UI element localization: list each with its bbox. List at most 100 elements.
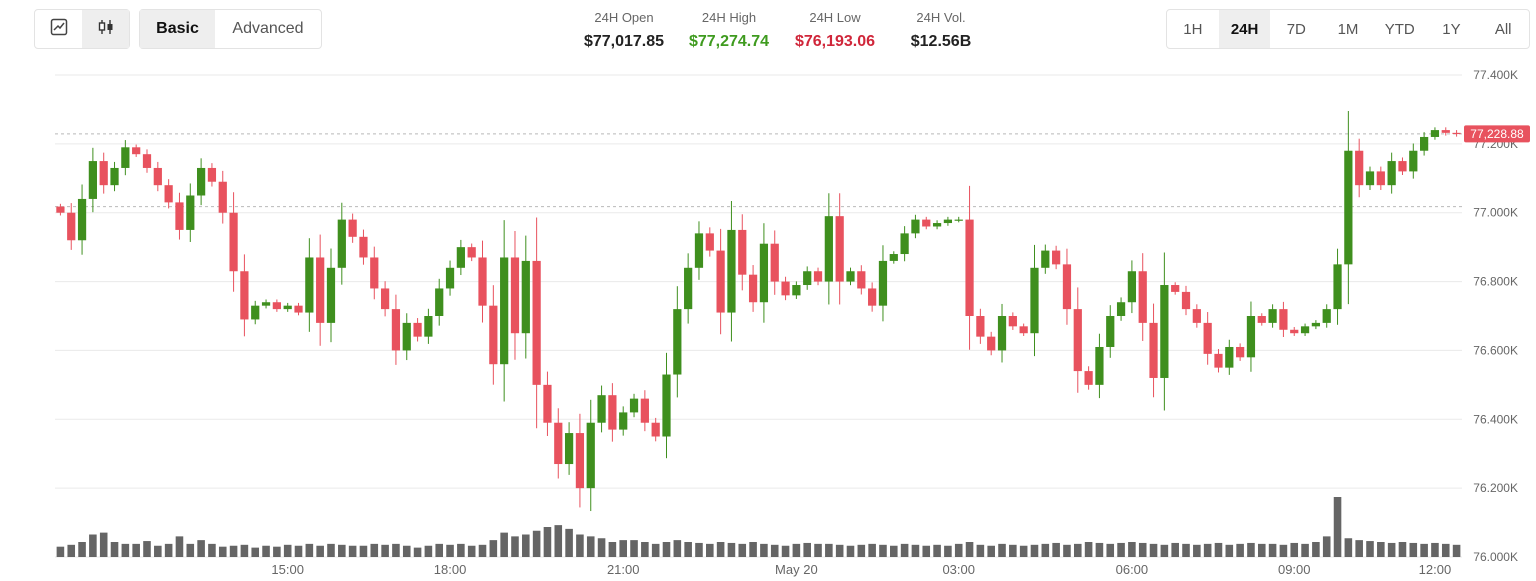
volume-bar [1333, 497, 1342, 557]
candle-body [900, 233, 909, 255]
volume-bar [1041, 543, 1050, 557]
candle-body [510, 257, 520, 334]
candle-body [878, 260, 888, 306]
stat-24h-open: 24H Open $77,017.85 [582, 10, 666, 51]
volume-bar [825, 543, 833, 557]
volume-bar [554, 525, 563, 557]
advanced-mode-button[interactable]: Advanced [232, 20, 304, 37]
volume-bar [121, 543, 130, 557]
volume-bar [402, 545, 411, 557]
volume-bar [154, 545, 162, 557]
candle-body [1387, 161, 1396, 186]
candle-body [759, 243, 769, 303]
candle-body [770, 243, 779, 282]
candle-body [56, 206, 65, 213]
range-1h-button[interactable]: 1H [1183, 20, 1203, 38]
range-1m-button[interactable]: 1M [1337, 20, 1359, 38]
stat-value: $76,193.06 [794, 33, 876, 50]
volume-bar [1030, 544, 1039, 557]
candle-body [251, 305, 260, 320]
candle-body [478, 257, 487, 306]
candle-body [359, 236, 368, 258]
volume-bar [890, 545, 898, 557]
candle-body [781, 281, 790, 296]
line-chart-button[interactable] [35, 10, 82, 48]
volume-bar [803, 542, 811, 557]
candle-body [294, 305, 303, 313]
candle-body [1019, 326, 1028, 334]
volume-bar [868, 543, 876, 557]
range-1y-button[interactable]: 1Y [1442, 20, 1461, 38]
candle-body [1073, 309, 1082, 372]
stat-24h-volume: 24H Vol. $12.56B [906, 10, 976, 51]
volume-bar [143, 541, 151, 557]
candle-body [283, 305, 292, 310]
candle-body [272, 302, 281, 310]
candle-body [932, 223, 942, 227]
volume-bar [1257, 543, 1266, 557]
candle-body [543, 384, 552, 423]
volume-bar [770, 544, 779, 557]
volume-bar [835, 544, 844, 557]
candle-body [1441, 130, 1450, 133]
candle-body [326, 267, 336, 323]
volume-bar [381, 544, 389, 557]
volume-bar [99, 532, 108, 557]
candle-body [521, 260, 530, 334]
candle-body [911, 219, 920, 234]
x-axis: 15:00 18:00 21:00 May 20 03:00 06:00 09:00 12:0… [271, 562, 1451, 577]
candle-body [88, 161, 97, 199]
candle-body [240, 271, 249, 320]
range-ytd-button[interactable]: YTD [1384, 20, 1415, 38]
range-7d-button[interactable]: 7D [1286, 20, 1306, 38]
volume-bar [695, 542, 703, 557]
y-axis: 77.400K77.200K77.000K76.800K76.600K76.40… [1473, 68, 1518, 564]
volume-bar [370, 543, 379, 557]
x-tick-label: 15:00 [271, 562, 304, 577]
volume-bar [1344, 538, 1353, 557]
volume-bar [478, 544, 487, 557]
stat-value: $77,274.74 [688, 33, 770, 50]
range-24h-button[interactable]: 24H [1218, 10, 1271, 48]
basic-mode-button[interactable]: Basic [140, 10, 215, 48]
y-tick-label: 76.800K [1473, 275, 1518, 289]
volume-bar [446, 544, 454, 557]
volume-bar [1268, 543, 1277, 557]
candle-body [261, 302, 271, 306]
volume-bar [1452, 544, 1461, 557]
volume-bar [500, 532, 508, 557]
candlestick-button[interactable] [82, 10, 129, 48]
candle-body [835, 216, 844, 282]
candle-body [651, 422, 660, 437]
volume-bar [1106, 543, 1115, 557]
volume-bar [305, 543, 314, 557]
volume-bar [251, 547, 260, 557]
candle-body [380, 288, 390, 310]
volume-bar [933, 544, 941, 557]
candle-body [424, 316, 433, 337]
volume-bar [1193, 544, 1201, 557]
volume-bar [338, 544, 346, 557]
volume-bar [359, 545, 368, 557]
stat-24h-low: 24H Low $76,193.06 [792, 10, 878, 51]
volume-bar [218, 546, 227, 557]
volume-bar [1182, 543, 1190, 557]
candle-body [99, 161, 108, 186]
volume-bar [954, 543, 963, 557]
candle-body [1084, 371, 1093, 385]
volume-bar [294, 545, 303, 557]
candle-body [175, 202, 184, 230]
candle-body [976, 316, 985, 337]
stat-value: $12.56B [910, 33, 972, 50]
volume-bar [186, 543, 195, 557]
candle-body [153, 167, 162, 186]
range-all-button[interactable]: All [1494, 20, 1512, 38]
candle-body [1300, 326, 1310, 334]
volume-bar [706, 543, 714, 557]
candle-body [1127, 271, 1137, 303]
candle-body [445, 267, 455, 289]
volume-bar [1160, 544, 1169, 557]
candle-body [218, 181, 227, 213]
volume-bar [489, 540, 498, 557]
